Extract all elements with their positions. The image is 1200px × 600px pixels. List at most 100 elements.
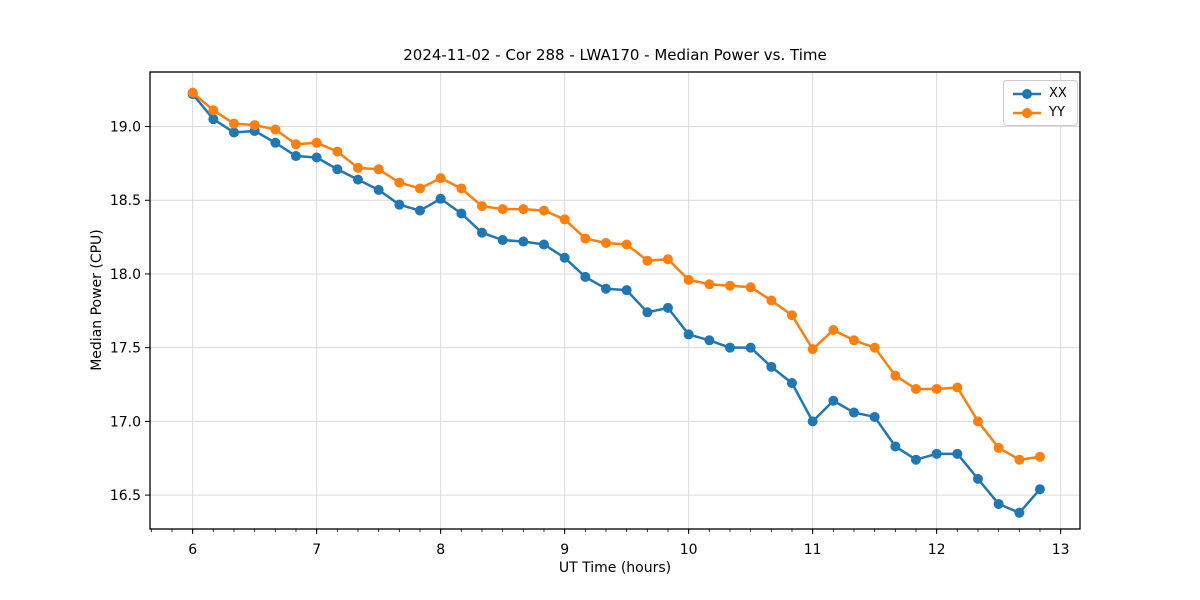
series-yy-marker (187, 87, 198, 98)
x-tick-label: 10 (680, 542, 698, 558)
series-xx-marker (373, 184, 384, 195)
series-yy-marker (807, 344, 818, 355)
series-xx-marker (972, 473, 983, 484)
series-yy-marker (456, 183, 467, 194)
series-yy-marker (931, 383, 942, 394)
series-yy-marker (414, 183, 425, 194)
series-yy-marker (435, 173, 446, 184)
y-tick-label: 16.5 (110, 488, 141, 504)
series-xx-marker (538, 239, 549, 250)
series-yy-marker (311, 137, 322, 148)
xx-line-marker-icon (1013, 88, 1041, 99)
y-tick-label: 17.0 (110, 414, 141, 430)
series-xx-marker (848, 407, 859, 418)
series-xx-marker (807, 416, 818, 427)
series-yy-marker (394, 177, 405, 188)
series-xx-marker (228, 127, 239, 138)
series-yy-marker (352, 162, 363, 173)
axes-spines (149, 71, 1081, 530)
series-yy-marker (497, 204, 508, 215)
series-xx-marker (1034, 484, 1045, 495)
series-xx-marker (766, 361, 777, 372)
series-xx-marker (332, 164, 343, 175)
series-xx-marker (1014, 507, 1025, 518)
series-xx-marker (414, 205, 425, 216)
x-tick-label: 12 (928, 542, 946, 558)
series-yy-marker (993, 442, 1004, 453)
x-tick-label: 8 (436, 542, 445, 558)
series-xx-marker (270, 137, 281, 148)
series-xx-marker (600, 283, 611, 294)
series-yy-marker (270, 124, 281, 135)
series-xx-marker (559, 252, 570, 263)
series-yy-marker (766, 295, 777, 306)
series-yy-marker (249, 120, 260, 131)
series-yy-marker (745, 282, 756, 293)
series-xx-marker (910, 454, 921, 465)
y-tick-label: 17.5 (110, 341, 141, 357)
series-yy-marker (952, 382, 963, 393)
series-yy-marker (683, 274, 694, 285)
series-xx-marker (704, 335, 715, 346)
series-yy-marker (559, 214, 570, 225)
legend-item-yy: YY (1012, 105, 1067, 120)
series-xx-marker (683, 329, 694, 340)
series-yy-marker (704, 279, 715, 290)
x-tick-label: 11 (804, 542, 822, 558)
series-xx-marker (208, 114, 219, 125)
series-yy-marker (538, 205, 549, 216)
series-xx-marker (993, 498, 1004, 509)
series-xx-marker (931, 448, 942, 459)
series-xx-marker (642, 307, 653, 318)
series-yy-marker (208, 105, 219, 116)
series-xx-marker (435, 193, 446, 204)
series-yy-marker (580, 233, 591, 244)
series-yy-marker (869, 342, 880, 353)
series-xx-marker (869, 411, 880, 422)
series-yy-line (191, 91, 1041, 461)
series-yy-marker (828, 324, 839, 335)
x-tick-label: 6 (188, 542, 197, 558)
series-xx-marker (828, 395, 839, 406)
series-xx-marker (786, 378, 797, 389)
series-xx-marker (290, 151, 301, 162)
legend-label-yy: YY (1049, 105, 1065, 120)
series-xx-marker (662, 302, 673, 313)
series-yy-marker (228, 118, 239, 129)
y-tick-label: 18.5 (110, 193, 141, 209)
series-xx-marker (890, 441, 901, 452)
series-yy-marker (1034, 451, 1045, 462)
series-yy-marker (600, 238, 611, 249)
series-yy-marker (786, 310, 797, 321)
series-xx-marker (724, 342, 735, 353)
x-axis-label: UT Time (hours) (558, 560, 672, 576)
yy-line-marker-icon (1013, 107, 1041, 118)
series-yy-marker (1014, 454, 1025, 465)
chart-title: 2024-11-02 - Cor 288 - LWA170 - Median P… (403, 46, 827, 64)
series-yy-marker (621, 239, 632, 250)
y-tick-label: 18.0 (110, 267, 141, 283)
series-yy-marker (476, 201, 487, 212)
legend-label-xx: XX (1049, 86, 1067, 101)
series-yy-marker (332, 146, 343, 157)
x-tick-label: 7 (312, 542, 321, 558)
series-yy-marker (290, 139, 301, 150)
legend-item-xx: XX (1012, 86, 1067, 101)
series-xx-marker (394, 199, 405, 210)
series-xx-marker (456, 208, 467, 219)
series-xx-marker (580, 271, 591, 282)
series-xx-marker (476, 227, 487, 238)
series-yy-marker (662, 254, 673, 265)
series-yy-marker (890, 370, 901, 381)
series-yy-marker (642, 255, 653, 266)
series-yy-marker (373, 164, 384, 175)
series-xx-marker (311, 152, 322, 163)
series-yy-marker (518, 204, 529, 215)
series-xx-marker (952, 448, 963, 459)
y-axis-label: Median Power (CPU) (89, 229, 105, 371)
series-yy-marker (724, 280, 735, 291)
series-yy-marker (910, 383, 921, 394)
series-xx-marker (352, 174, 363, 185)
